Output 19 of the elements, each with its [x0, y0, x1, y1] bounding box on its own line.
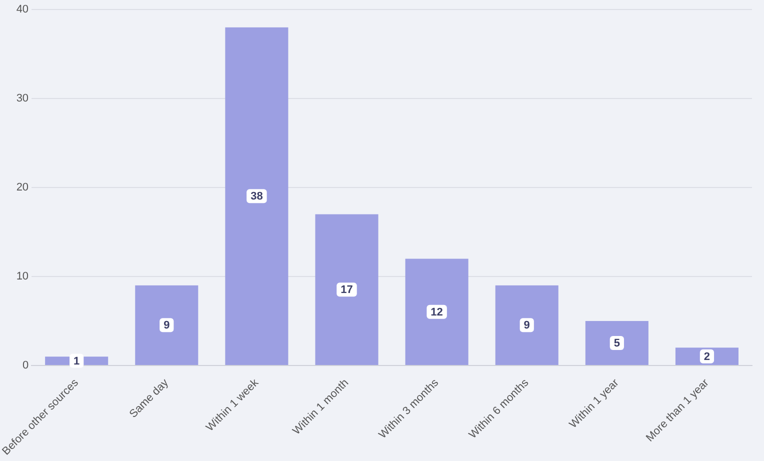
bar: [585, 320, 648, 365]
data-label: 9: [164, 320, 170, 332]
bar: [135, 285, 198, 365]
data-label: 9: [524, 320, 530, 332]
bar: [495, 285, 558, 365]
y-tick-label: 0: [22, 359, 29, 372]
y-tick-label: 30: [16, 92, 29, 105]
bar: [315, 214, 378, 365]
data-label: 12: [430, 306, 443, 318]
data-label: 38: [250, 190, 263, 203]
bar: [225, 27, 288, 365]
y-tick-label: 40: [16, 4, 29, 16]
y-tick-label: 10: [16, 270, 29, 283]
data-label: 5: [614, 338, 620, 350]
data-label: 1: [74, 355, 80, 368]
data-label: 17: [340, 284, 353, 296]
data-label: 2: [704, 350, 710, 363]
bar: [405, 258, 468, 365]
y-tick-label: 20: [16, 182, 29, 194]
